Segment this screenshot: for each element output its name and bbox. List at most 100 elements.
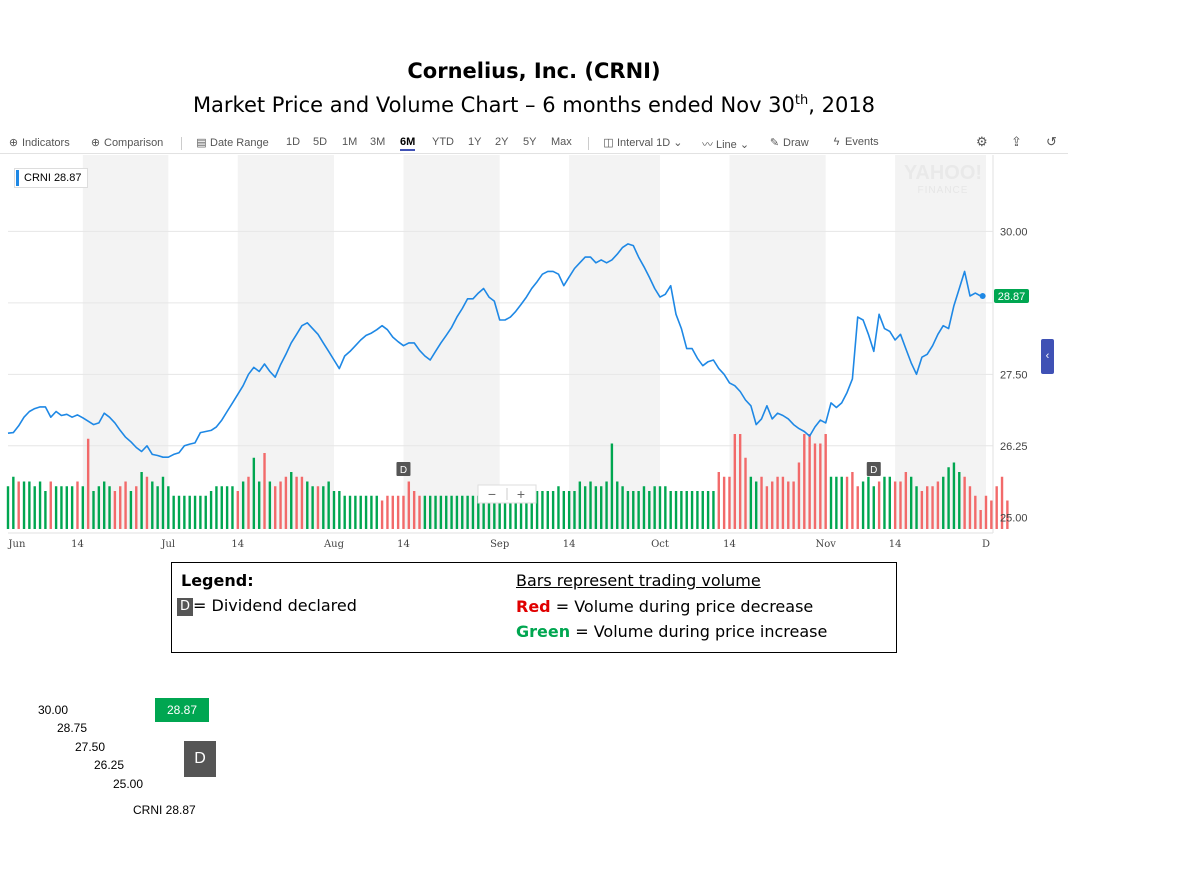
legend-volume-heading: Bars represent trading volume xyxy=(516,571,761,590)
chart-title: Cornelius, Inc. (CRNI) xyxy=(407,59,661,83)
indicators-button[interactable]: ⊕ Indicators xyxy=(8,136,70,149)
volume-bar xyxy=(883,476,886,529)
volume-bar xyxy=(995,486,998,529)
volume-bar xyxy=(706,491,710,529)
x-tick-label: 14 xyxy=(723,539,736,550)
range-ytd[interactable]: YTD xyxy=(432,136,454,148)
volume-bar xyxy=(797,462,801,529)
x-tick-label: 14 xyxy=(231,539,244,550)
volume-bar xyxy=(439,495,443,529)
pencil-icon: ✎ xyxy=(769,137,780,149)
range-2y[interactable]: 2Y xyxy=(495,136,509,148)
toolbar-divider xyxy=(181,137,182,150)
x-tick-label: Nov xyxy=(815,539,836,550)
indicators-label: Indicators xyxy=(22,137,70,149)
volume-bar xyxy=(108,486,111,529)
date-range-button[interactable]: ▤ Date Range xyxy=(196,136,268,149)
volume-bar xyxy=(845,476,849,529)
range-1y[interactable]: 1Y xyxy=(468,136,482,148)
subtitle-sup: th xyxy=(794,93,809,108)
volume-bar xyxy=(840,476,843,529)
dividend-marker-label: D xyxy=(400,465,407,476)
volume-bar xyxy=(573,491,576,529)
range-1d[interactable]: 1D xyxy=(286,136,301,148)
chevron-left-icon[interactable]: ‹ xyxy=(1041,339,1054,374)
volume-bar xyxy=(765,486,769,529)
volume-bar xyxy=(215,486,218,529)
range-6m[interactable]: 6M xyxy=(400,136,416,151)
share-icon[interactable]: ⇪ xyxy=(1011,134,1022,149)
draw-label: Draw xyxy=(783,137,809,149)
volume-bar xyxy=(936,481,940,529)
interval-dropdown[interactable]: ◫ Interval 1D ⌄ xyxy=(603,136,682,149)
gear-icon[interactable]: ⚙ xyxy=(976,134,988,149)
volume-bar xyxy=(503,491,507,529)
volume-bar xyxy=(626,491,630,529)
x-tick-label: 14 xyxy=(71,539,84,550)
range-3m[interactable]: 3M xyxy=(370,136,386,148)
volume-bar xyxy=(418,495,421,529)
volume-bar xyxy=(888,476,892,529)
month-band xyxy=(729,155,826,529)
draw-button[interactable]: ✎ Draw xyxy=(769,136,809,149)
legend-red-row: Red = Volume during price decrease xyxy=(516,597,813,616)
volume-bar xyxy=(674,491,678,529)
legend-green-text: = Volume during price increase xyxy=(570,622,828,641)
volume-bar xyxy=(728,476,731,529)
subtitle-tail: , 2018 xyxy=(808,93,876,117)
comparison-button[interactable]: ⊕ Comparison xyxy=(90,136,163,149)
volume-bar xyxy=(370,495,373,529)
reset-icon[interactable]: ↺ xyxy=(1046,134,1057,149)
volume-bar xyxy=(193,495,197,529)
legend-heading: Legend: xyxy=(181,571,254,590)
volume-bar xyxy=(209,491,213,529)
volume-bar xyxy=(70,486,74,529)
volume-bar xyxy=(519,491,523,529)
month-band xyxy=(569,155,660,529)
comparison-label: Comparison xyxy=(104,137,164,149)
range-5d[interactable]: 5D xyxy=(313,136,328,148)
range-max[interactable]: Max xyxy=(551,136,572,148)
volume-bar xyxy=(225,486,229,529)
volume-bar xyxy=(856,486,859,529)
volume-bar xyxy=(963,476,966,529)
volume-bar xyxy=(1000,476,1004,529)
volume-bar xyxy=(396,495,400,529)
x-tick-label: D xyxy=(982,539,990,550)
volume-bar xyxy=(6,486,10,529)
volume-bar xyxy=(583,486,587,529)
volume-bar xyxy=(733,434,737,529)
volume-bar xyxy=(851,472,854,529)
month-band xyxy=(895,155,986,529)
volume-bar xyxy=(140,472,143,529)
volume-bar xyxy=(835,476,838,529)
last-price-badge-group: 28.87 xyxy=(994,288,1029,303)
volume-bar xyxy=(696,491,699,529)
volume-bar xyxy=(12,476,15,529)
line-label: Line xyxy=(716,139,737,151)
stray-series-label: CRNI 28.87 xyxy=(133,803,196,817)
volume-bar xyxy=(204,495,207,529)
range-1m[interactable]: 1M xyxy=(342,136,358,148)
volume-bar xyxy=(717,472,720,529)
volume-bar xyxy=(952,462,956,529)
volume-bar xyxy=(236,491,240,529)
volume-bar xyxy=(477,495,480,529)
stray-tick-label: 27.50 xyxy=(75,740,106,754)
volume-bar xyxy=(557,486,560,529)
volume-bar xyxy=(493,495,496,529)
volume-bar xyxy=(177,495,181,529)
volume-bar xyxy=(455,495,459,529)
range-5y[interactable]: 5Y xyxy=(523,136,537,148)
line-type-dropdown[interactable]: 〰 Line ⌄ xyxy=(702,136,749,152)
lightning-icon: ϟ xyxy=(833,136,840,148)
last-price-dot xyxy=(979,292,986,299)
events-button[interactable]: ϟ Events xyxy=(831,136,879,148)
x-tick-label: Jul xyxy=(160,539,175,550)
price-volume-chart[interactable]: YAHOO! FINANCE 30.00 27.50 26.25 25.00 Jun 1… xyxy=(0,155,1070,555)
volume-bar xyxy=(744,457,747,529)
volume-bar xyxy=(471,495,475,529)
volume-bar xyxy=(402,495,405,529)
volume-bar xyxy=(861,481,865,529)
volume-bar xyxy=(653,486,656,529)
